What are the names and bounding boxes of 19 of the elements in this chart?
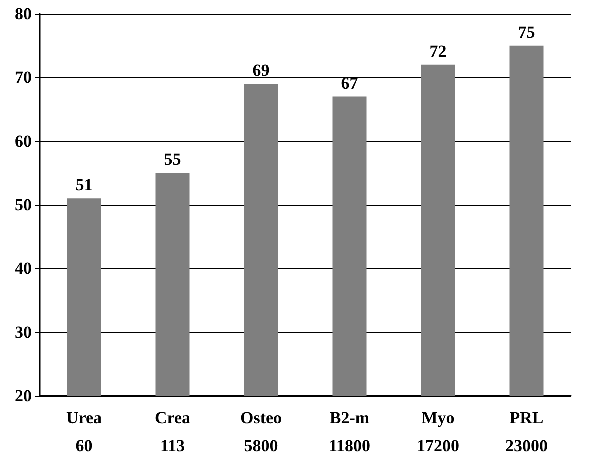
x-tick-label: Urea 60 (66, 408, 103, 456)
data-label: 55 (164, 150, 182, 170)
x-tick-label: Myo 17200 (417, 408, 460, 456)
x-tick-label: Crea 113 (154, 408, 192, 456)
y-tick-label: 70 (15, 68, 32, 88)
data-label: 72 (430, 42, 447, 61)
data-label: 51 (76, 176, 93, 195)
data-label: 69 (252, 61, 270, 80)
data-label: 75 (518, 22, 536, 42)
y-tick-label: 30 (15, 322, 32, 342)
y-tick-label: 40 (15, 259, 32, 278)
y-tick-label: 80 (15, 4, 32, 24)
x-tick-label: B2-m 11800 (328, 408, 371, 456)
x-tick-label: Osteo 5800 (240, 408, 282, 456)
x-tick-label: PRL 23000 (506, 408, 548, 456)
y-tick-label: 20 (15, 386, 32, 406)
y-tick-label: 50 (15, 196, 32, 214)
data-label: 67 (341, 74, 359, 93)
y-tick-label: 60 (15, 132, 32, 151)
